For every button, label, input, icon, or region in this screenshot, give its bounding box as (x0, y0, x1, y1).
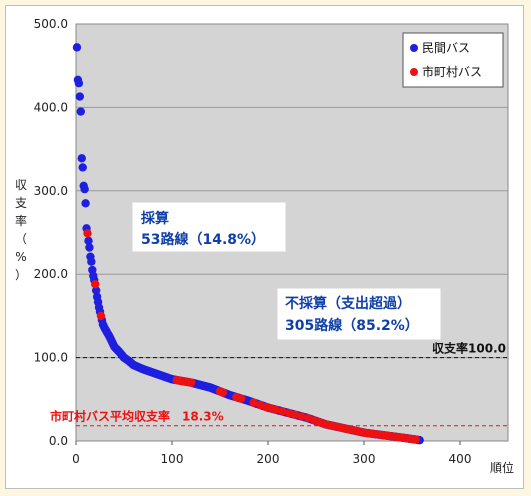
point-municipal (249, 398, 258, 407)
y-tick-label: 500.0 (34, 17, 68, 31)
legend-marker-municipal (410, 68, 418, 76)
point-municipal (271, 405, 280, 414)
point-private (85, 243, 94, 252)
x-tick-label: 200 (257, 452, 280, 466)
y-tick-labels: 0.0 100.0 200.0 300.0 400.0 500.0 (34, 17, 68, 448)
chart-frame: 0.0 100.0 200.0 300.0 400.0 500.0 0 100 200 300 4… (5, 5, 524, 489)
annotation-profitable-line1: 採算 (141, 210, 169, 227)
reference-label-municipal-average: 市町村バス平均収支率 18.3% (50, 409, 224, 424)
data-points (72, 43, 424, 445)
x-tick-label: 100 (161, 452, 184, 466)
x-tick-label: 400 (449, 452, 472, 466)
y-axis-label-char: 率 (15, 213, 27, 228)
point-municipal (297, 412, 306, 421)
y-tick-label: 300.0 (34, 184, 68, 198)
annotation-box-profitable (132, 202, 286, 252)
legend-label-municipal: 市町村バス (422, 64, 482, 79)
annotation-profitable-line2: 53路線（14.8%） (141, 231, 265, 248)
x-tick-label: 0 (72, 452, 80, 466)
y-axis-label: 収支率 （% ） (15, 178, 27, 282)
y-tick-label: 400.0 (34, 100, 68, 114)
reference-label-100: 収支率100.0 (432, 341, 506, 356)
point-municipal (218, 388, 228, 397)
point-private (76, 107, 86, 116)
point-private (91, 286, 101, 295)
legend-label-private: 民間バス (422, 41, 470, 55)
legend-box (402, 32, 504, 88)
point-municipal (278, 407, 287, 416)
point-private (74, 79, 84, 88)
point-private (77, 154, 86, 163)
y-axis-label-char: ） (15, 268, 27, 282)
x-tick-label: 300 (353, 452, 376, 466)
reference-lines: 収支率100.0 市町村バス平均収支率 18.3% (50, 341, 508, 427)
point-municipal (411, 435, 421, 444)
annotation-unprofitable-line1: 不採算（支出超過） (285, 295, 411, 312)
legend-marker-private (410, 44, 418, 52)
point-private (80, 184, 89, 194)
legend: 民間バス 市町村バス (402, 32, 504, 88)
x-tick-labels: 0 100 200 300 400 (72, 441, 471, 466)
y-axis-label-char: （ (15, 232, 27, 246)
scatter-chart: 0.0 100.0 200.0 300.0 400.0 500.0 0 100 200 300 4… (15, 17, 514, 475)
annotation-unprofitable-line2: 305路線（85.2%） (285, 317, 419, 334)
point-private (87, 257, 96, 266)
point-municipal (96, 311, 106, 321)
point-private (75, 92, 85, 101)
point-private (72, 43, 82, 52)
point-private (78, 163, 87, 172)
y-tick-label: 0.0 (49, 434, 68, 448)
y-axis-label-char: 収 (15, 178, 27, 192)
y-tick-label: 100.0 (34, 351, 68, 365)
point-municipal (187, 378, 196, 387)
point-municipal (236, 394, 246, 403)
point-municipal (290, 410, 300, 419)
x-axis-label: 順位 (490, 460, 514, 475)
annotation-box-unprofitable (277, 288, 441, 340)
y-axis-label-char: % (15, 250, 26, 264)
point-private (81, 199, 90, 208)
y-tick-label: 200.0 (34, 267, 68, 281)
point-municipal (91, 280, 100, 289)
point-municipal (83, 229, 92, 238)
point-private (84, 236, 93, 246)
y-axis-label-char: 支 (15, 196, 27, 210)
